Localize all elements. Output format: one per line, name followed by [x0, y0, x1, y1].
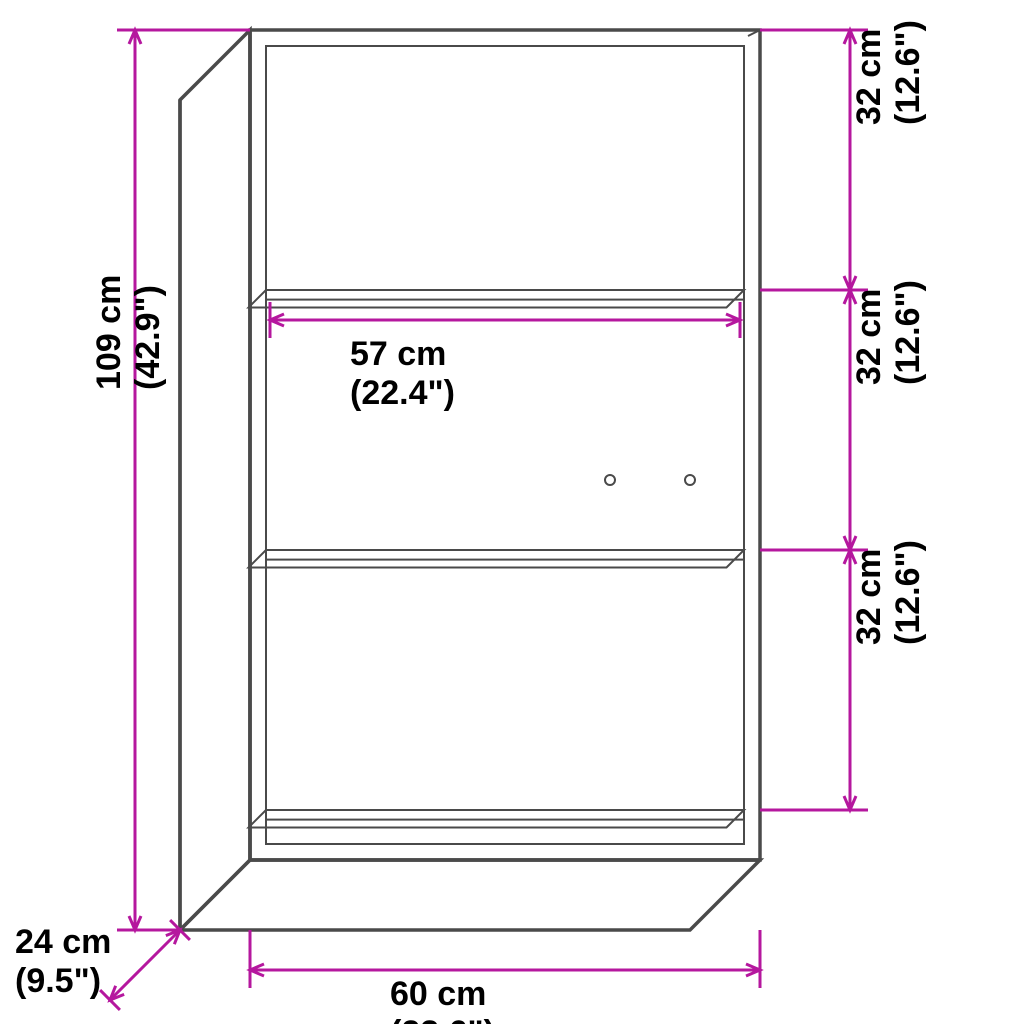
back-hole	[685, 475, 695, 485]
label-shelf3: 32 cm(12.6")	[850, 540, 927, 645]
label-inner-width: 57 cm(22.4")	[350, 335, 455, 412]
label-shelf2: 32 cm(12.6")	[850, 280, 927, 385]
label-width: 60 cm(23.6")	[390, 975, 495, 1024]
label-height: 109 cm(42.9")	[90, 275, 167, 390]
base-panel	[180, 860, 760, 930]
diagram-canvas: 109 cm(42.9") 24 cm(9.5") 60 cm(23.6") 57 c…	[0, 0, 1024, 1024]
label-depth: 24 cm(9.5")	[15, 923, 111, 1000]
front-outline	[250, 30, 760, 860]
dim-depth	[110, 930, 180, 1000]
label-shelf1: 32 cm(12.6")	[850, 20, 927, 125]
back-hole	[605, 475, 615, 485]
left-side-panel	[180, 30, 250, 930]
